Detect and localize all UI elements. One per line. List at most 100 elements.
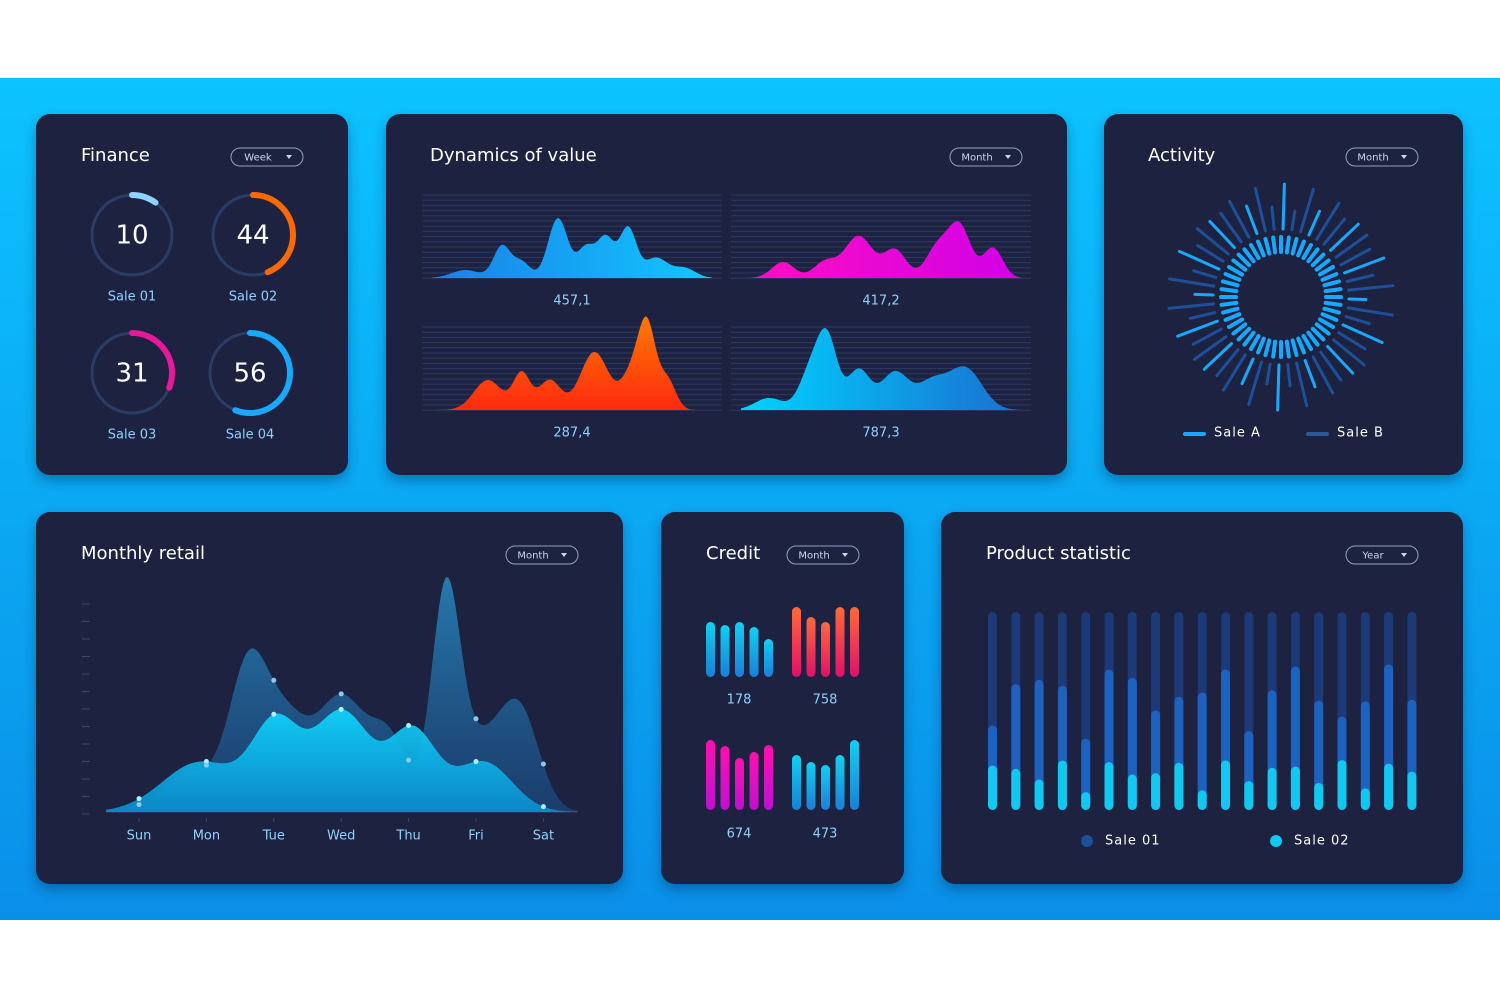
gauge-value: 56 bbox=[233, 359, 266, 389]
ring-segment bbox=[1236, 326, 1252, 342]
bar-sale-02 bbox=[988, 765, 997, 810]
filter-dropdown[interactable]: Month bbox=[949, 147, 1023, 167]
credit-bar bbox=[764, 745, 773, 810]
ray bbox=[1347, 284, 1395, 292]
ray bbox=[1286, 363, 1292, 388]
bar-sale-02 bbox=[1057, 760, 1067, 810]
bar-sale-02 bbox=[1174, 762, 1184, 810]
credit-bar bbox=[835, 755, 845, 810]
ray bbox=[1196, 244, 1225, 263]
point bbox=[203, 759, 209, 765]
ring-segment bbox=[1249, 333, 1261, 351]
ray bbox=[1346, 306, 1394, 317]
ray bbox=[1290, 209, 1297, 232]
credit-bar bbox=[764, 639, 773, 677]
bar-sale-01 bbox=[1360, 701, 1370, 810]
ray bbox=[1202, 342, 1233, 371]
dropdown-label: Month bbox=[798, 551, 829, 562]
ray bbox=[1192, 269, 1218, 279]
dropdown-box bbox=[1345, 545, 1419, 565]
ring-segment bbox=[1320, 272, 1339, 282]
dropdown-arrow bbox=[1401, 155, 1407, 159]
area-shape bbox=[432, 316, 712, 410]
ring-segment bbox=[1223, 312, 1242, 322]
dynamics-panel bbox=[386, 114, 1067, 475]
dropdown-arrow bbox=[1401, 553, 1407, 557]
day-label: Mon bbox=[193, 829, 220, 844]
ray bbox=[1270, 205, 1276, 231]
area-shape bbox=[741, 221, 1021, 278]
filter-dropdown[interactable]: Month bbox=[786, 545, 860, 565]
point bbox=[203, 762, 209, 768]
area-shape bbox=[741, 327, 1021, 410]
day-label: Tue bbox=[262, 829, 285, 844]
ray bbox=[1295, 361, 1309, 408]
ring-segment bbox=[1301, 243, 1313, 261]
ray bbox=[1326, 345, 1355, 375]
point bbox=[406, 757, 412, 763]
ray bbox=[1219, 211, 1243, 244]
ring-segment bbox=[1249, 243, 1261, 261]
filter-dropdown[interactable]: Week bbox=[230, 147, 304, 167]
day-label: Sun bbox=[127, 829, 152, 844]
bar-sale-02 bbox=[1197, 790, 1207, 810]
bar-sale-01 bbox=[1314, 700, 1324, 810]
ray bbox=[1322, 217, 1347, 246]
credit-bar bbox=[706, 622, 715, 677]
filter-dropdown[interactable]: Month bbox=[1345, 147, 1419, 167]
legend-swatch bbox=[1081, 835, 1093, 847]
panel-title: Monthly retail bbox=[81, 543, 205, 564]
panel-title: Finance bbox=[81, 145, 150, 166]
dropdown-box bbox=[786, 545, 860, 565]
dropdown-box bbox=[505, 545, 579, 565]
ring-segment bbox=[1263, 338, 1272, 357]
gauge-arc bbox=[89, 330, 175, 416]
ring-segment bbox=[1263, 237, 1272, 256]
credit-value: 473 bbox=[813, 827, 838, 842]
point bbox=[406, 722, 412, 728]
filter-dropdown[interactable]: Month bbox=[505, 545, 579, 565]
day-label: Fri bbox=[468, 829, 484, 844]
credit-bar bbox=[850, 607, 859, 677]
ray bbox=[1265, 362, 1272, 386]
ring-segment bbox=[1322, 306, 1341, 315]
dropdown-arrow bbox=[842, 553, 848, 557]
legend-label: Sale 02 bbox=[1294, 834, 1350, 849]
credit-bar bbox=[835, 607, 845, 677]
ray bbox=[1337, 331, 1367, 351]
point bbox=[540, 804, 546, 810]
bar-sale-02 bbox=[1360, 788, 1370, 810]
ray bbox=[1341, 323, 1384, 345]
dropdown-label: Week bbox=[244, 153, 272, 164]
credit-value: 178 bbox=[727, 693, 752, 708]
filter-dropdown[interactable]: Year bbox=[1345, 545, 1419, 565]
credit-bar bbox=[792, 607, 801, 677]
ray bbox=[1332, 338, 1366, 367]
point bbox=[271, 711, 277, 717]
ring-segment bbox=[1227, 317, 1245, 329]
ring-segment bbox=[1227, 265, 1245, 277]
bar-sale-02 bbox=[1034, 779, 1044, 810]
area-shape bbox=[432, 217, 712, 278]
bar-sale-02 bbox=[1104, 762, 1114, 810]
point bbox=[338, 706, 344, 712]
point bbox=[473, 716, 479, 722]
ray bbox=[1191, 327, 1223, 346]
ring-segment bbox=[1323, 287, 1343, 294]
ring-segment bbox=[1317, 317, 1335, 329]
ray bbox=[1245, 204, 1259, 235]
ring-segment bbox=[1271, 235, 1278, 255]
ray bbox=[1345, 273, 1375, 283]
legend-label: Sale A bbox=[1214, 426, 1261, 441]
panel-title: Dynamics of value bbox=[430, 145, 597, 166]
ray bbox=[1188, 311, 1217, 320]
ring-segment bbox=[1221, 279, 1240, 288]
dropdown-label: Month bbox=[1357, 153, 1388, 164]
ray bbox=[1176, 319, 1219, 338]
ring-segment bbox=[1314, 258, 1331, 272]
ray bbox=[1167, 302, 1215, 310]
ring-segment bbox=[1256, 336, 1266, 355]
ring-segment bbox=[1231, 322, 1248, 336]
